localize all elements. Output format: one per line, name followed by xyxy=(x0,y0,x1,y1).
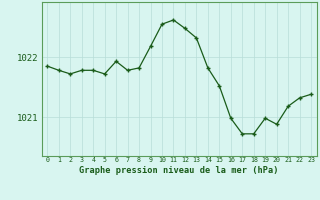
X-axis label: Graphe pression niveau de la mer (hPa): Graphe pression niveau de la mer (hPa) xyxy=(79,166,279,175)
